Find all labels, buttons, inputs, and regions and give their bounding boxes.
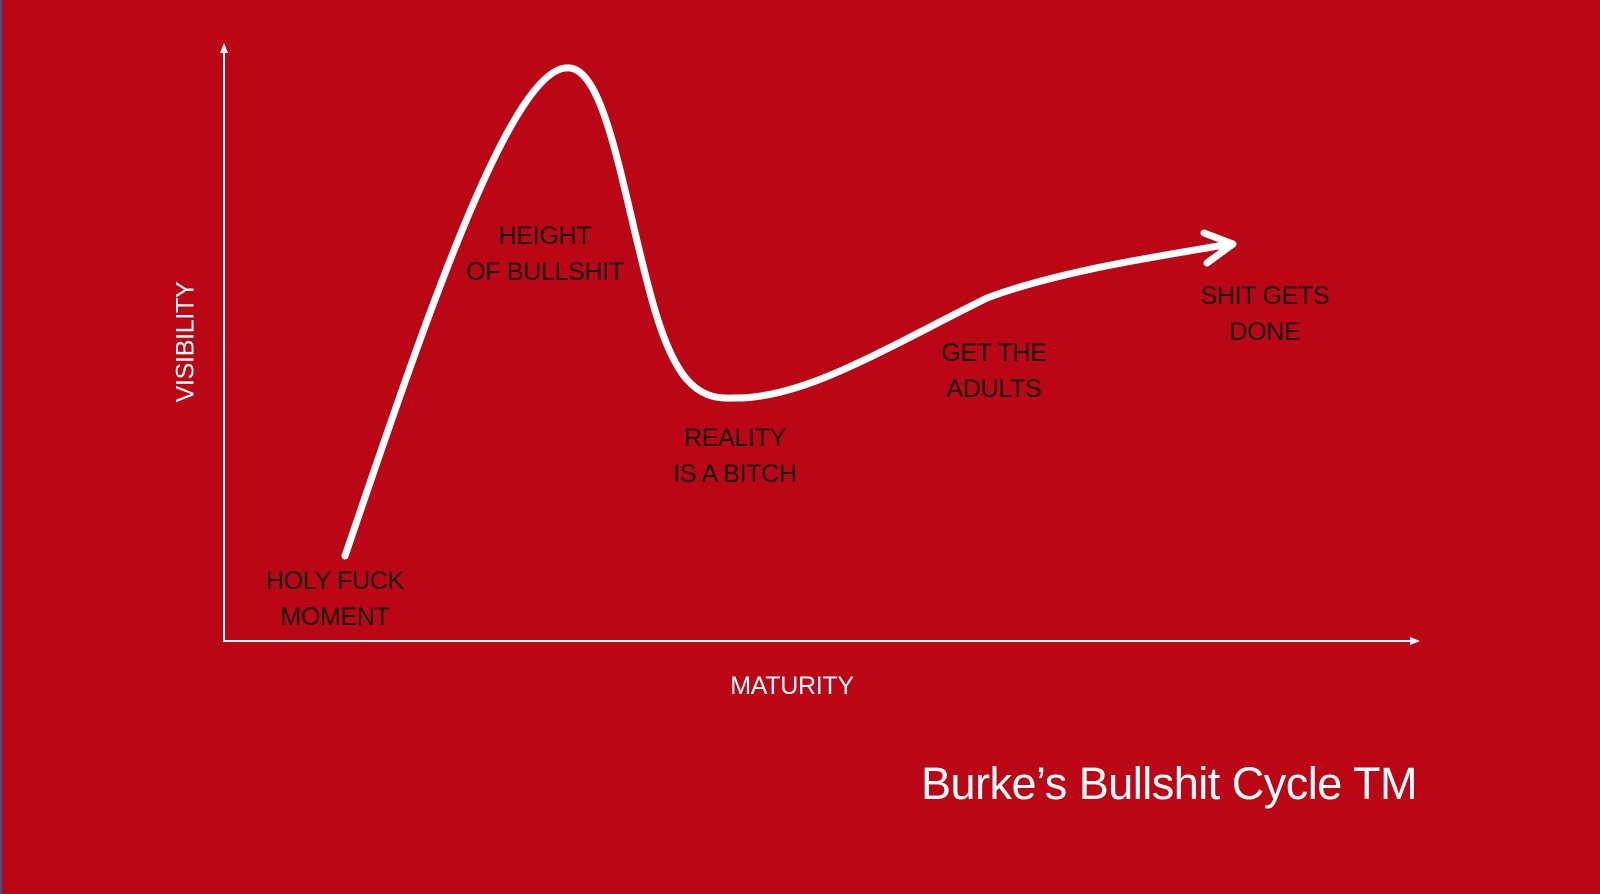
phase-label-line: MOMENT [280, 603, 390, 631]
phase-label-line: IS A BITCH [673, 460, 797, 488]
hype-curve-arrowhead [1200, 229, 1237, 267]
phase-label-plateau: SHIT GETS DONE [1201, 278, 1330, 350]
x-axis-label: MATURITY [730, 672, 854, 700]
phase-label-line: DONE [1229, 318, 1301, 346]
phase-label-line: SHIT GETS [1200, 282, 1330, 310]
x-axis-arrowhead [1410, 637, 1420, 645]
phase-label-trigger: HOLY FUCK MOMENT [266, 563, 404, 635]
y-axis-label: VISIBILITY [171, 281, 200, 403]
phase-label-line: ADULTS [946, 375, 1042, 403]
phase-label-line: HEIGHT [498, 222, 592, 250]
phase-label-trough: REALITY IS A BITCH [673, 420, 797, 492]
phase-label-line: GET THE [941, 339, 1047, 367]
phase-label-line: OF BULLSHIT [466, 258, 624, 286]
phase-label-slope: GET THE ADULTS [941, 335, 1047, 407]
y-axis-arrowhead [220, 43, 228, 53]
slide-footer-title: Burke’s Bullshit Cycle TM [921, 758, 1418, 809]
phase-label-line: REALITY [683, 424, 787, 452]
phase-label-peak: HEIGHT OF BULLSHIT [466, 218, 624, 290]
phase-label-line: HOLY FUCK [265, 567, 405, 595]
hype-curve [341, 64, 1234, 560]
